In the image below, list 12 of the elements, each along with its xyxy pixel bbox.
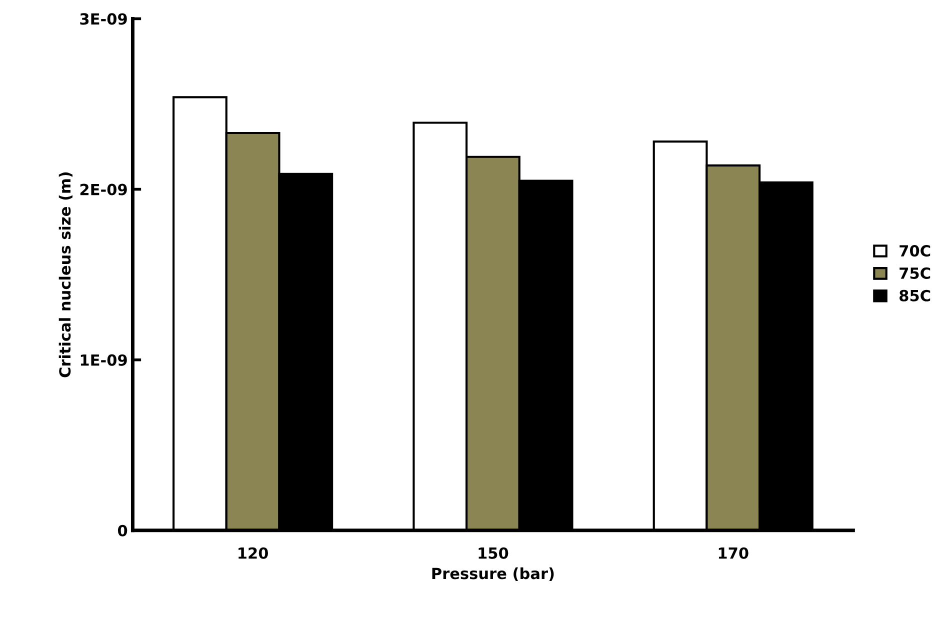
y-tick-label: 3E-09 — [80, 13, 127, 25]
x-tick-label: 120 — [238, 547, 268, 559]
x-tick-label: 150 — [478, 547, 508, 559]
legend-label: 75C — [900, 267, 930, 279]
x-axis-title: Pressure (bar) — [432, 567, 554, 582]
legend-label: 85C — [900, 290, 930, 302]
y-tick-label: 1E-09 — [80, 354, 127, 366]
y-tick-label: 0 — [118, 524, 128, 536]
y-tick-label: 2E-09 — [80, 184, 127, 196]
y-axis-title: Critical nucleus size (m) — [58, 172, 72, 378]
x-tick-label: 170 — [718, 547, 748, 559]
legend-label: 70C — [900, 245, 930, 257]
